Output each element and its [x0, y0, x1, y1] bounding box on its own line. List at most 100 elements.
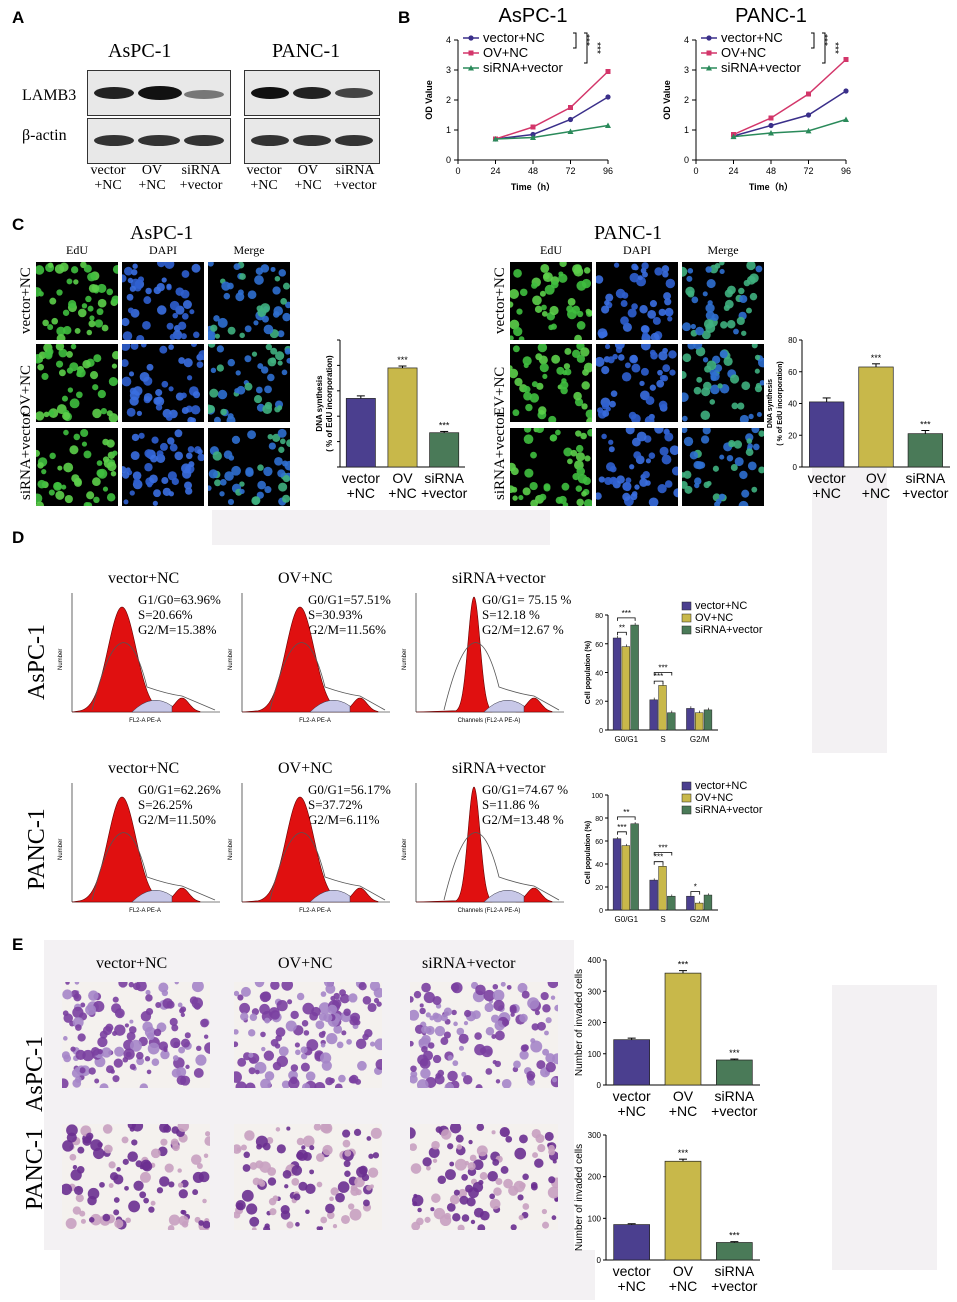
- data-label: ***: [871, 353, 882, 363]
- lane-label: siRNA +vector: [333, 163, 377, 193]
- bar: [621, 646, 630, 731]
- legend-marker: [706, 50, 712, 56]
- category-label: +NC: [347, 485, 375, 501]
- column-header: DAPI: [622, 243, 651, 257]
- bar: [695, 902, 704, 911]
- bar: [686, 895, 695, 911]
- envelope: [91, 832, 216, 901]
- flow-histogram: [415, 783, 564, 903]
- series-line: [495, 124, 609, 140]
- panel-letter-e: E: [12, 935, 24, 954]
- data-point: [605, 122, 611, 128]
- category-label: G2/M: [690, 735, 710, 744]
- edu-image: [506, 424, 595, 508]
- series-line: [733, 58, 847, 136]
- edu-image: [32, 261, 122, 343]
- significance-bracket: [617, 816, 636, 820]
- s-phase: [131, 700, 173, 713]
- significance-label: ***: [580, 34, 591, 46]
- flow-histogram: [241, 783, 390, 903]
- significance-label: ***: [622, 609, 631, 618]
- bar: [649, 879, 658, 911]
- chart-title: AsPC-1: [499, 5, 568, 27]
- data-point: [568, 105, 573, 110]
- y-tick-label: 400: [588, 956, 602, 965]
- data-point: [843, 88, 849, 94]
- g1-peak: [71, 796, 165, 903]
- lane-label: vector +NC: [246, 163, 282, 193]
- series-line: [495, 96, 609, 140]
- data-point: [605, 94, 611, 100]
- row-label: siRNA+vector: [492, 412, 508, 500]
- significance-label: ***: [829, 42, 840, 54]
- dapi-image: [594, 339, 678, 426]
- merge-image: [203, 340, 293, 426]
- background-shade: [832, 985, 937, 1270]
- bar: [658, 866, 667, 911]
- row-label-aspc: AsPC-1: [22, 1035, 48, 1112]
- y-tick-label: 20: [788, 431, 797, 440]
- category-label: G2/M: [690, 915, 710, 924]
- y-axis-label: Cell population (%): [585, 641, 592, 704]
- legend-marker: [468, 50, 474, 56]
- y-axis-label: Cell population (%): [585, 821, 592, 884]
- data-point: [805, 127, 812, 134]
- bar: [716, 1059, 753, 1086]
- invasion-image: [232, 1122, 382, 1233]
- data-point: [567, 116, 574, 123]
- bar: [716, 1242, 753, 1261]
- edu-image: [32, 428, 118, 510]
- panel-letter-a: A: [12, 8, 25, 27]
- bar: [664, 1160, 702, 1261]
- significance-bracket: [573, 32, 577, 49]
- y-tick-label: 200: [588, 1173, 602, 1182]
- legend-label: siRNA+vector: [695, 804, 763, 816]
- bar: [695, 712, 704, 731]
- panel-letter-d: D: [12, 528, 25, 547]
- data-point: [843, 57, 849, 62]
- y-tick-label: 2: [446, 95, 451, 105]
- bar: [612, 838, 622, 911]
- x-tick-label: 48: [766, 166, 776, 176]
- significance-label: **: [623, 808, 629, 817]
- col-title: siRNA+vector: [422, 955, 516, 972]
- significance-bracket: [822, 32, 826, 64]
- data-point: [730, 133, 737, 140]
- flow-histogram: [241, 593, 390, 713]
- western-blot-actin-panc: [244, 118, 380, 164]
- bar: [613, 1039, 650, 1086]
- g1-peak: [241, 796, 343, 903]
- legend-marker: [468, 35, 474, 41]
- edu-image: [507, 341, 595, 426]
- x-tick-label: 48: [528, 166, 538, 176]
- histogram-x-label: Channels (FL2-A PE-A): [457, 718, 521, 724]
- category-label: +vector: [711, 1103, 758, 1119]
- legend-label: OV+NC: [721, 45, 766, 60]
- category-label: OV: [673, 1088, 694, 1104]
- category-label: siRNA: [424, 470, 464, 486]
- significance-bracket: [653, 680, 664, 685]
- legend-label: OV+NC: [695, 612, 733, 624]
- legend-label: siRNA+vector: [483, 60, 563, 75]
- histogram-x-label: FL2-A PE-A: [299, 908, 331, 914]
- data-label: ***: [729, 1048, 740, 1058]
- y-tick-label: 1: [446, 125, 451, 135]
- histogram-title: siRNA+vector: [452, 570, 546, 587]
- histogram-x-label: Channels (FL2-A PE-A): [457, 908, 521, 914]
- g1-peak: [415, 596, 493, 713]
- data-label: ***: [439, 420, 450, 430]
- bar: [703, 894, 713, 911]
- significance-bracket: [617, 617, 636, 621]
- g1-peak: [415, 786, 493, 903]
- significance-label: ***: [658, 844, 667, 853]
- significance-bracket: [584, 32, 588, 64]
- data-point: [567, 128, 574, 134]
- s-phase: [309, 890, 351, 903]
- envelope: [269, 642, 386, 711]
- histogram-title: siRNA+vector: [452, 760, 546, 777]
- category-label: OV: [866, 470, 887, 486]
- cell-cycle-stats: G0/G1=74.67 % S=11.86 % G2/M=13.48 %: [482, 782, 569, 827]
- data-label: ***: [920, 419, 931, 429]
